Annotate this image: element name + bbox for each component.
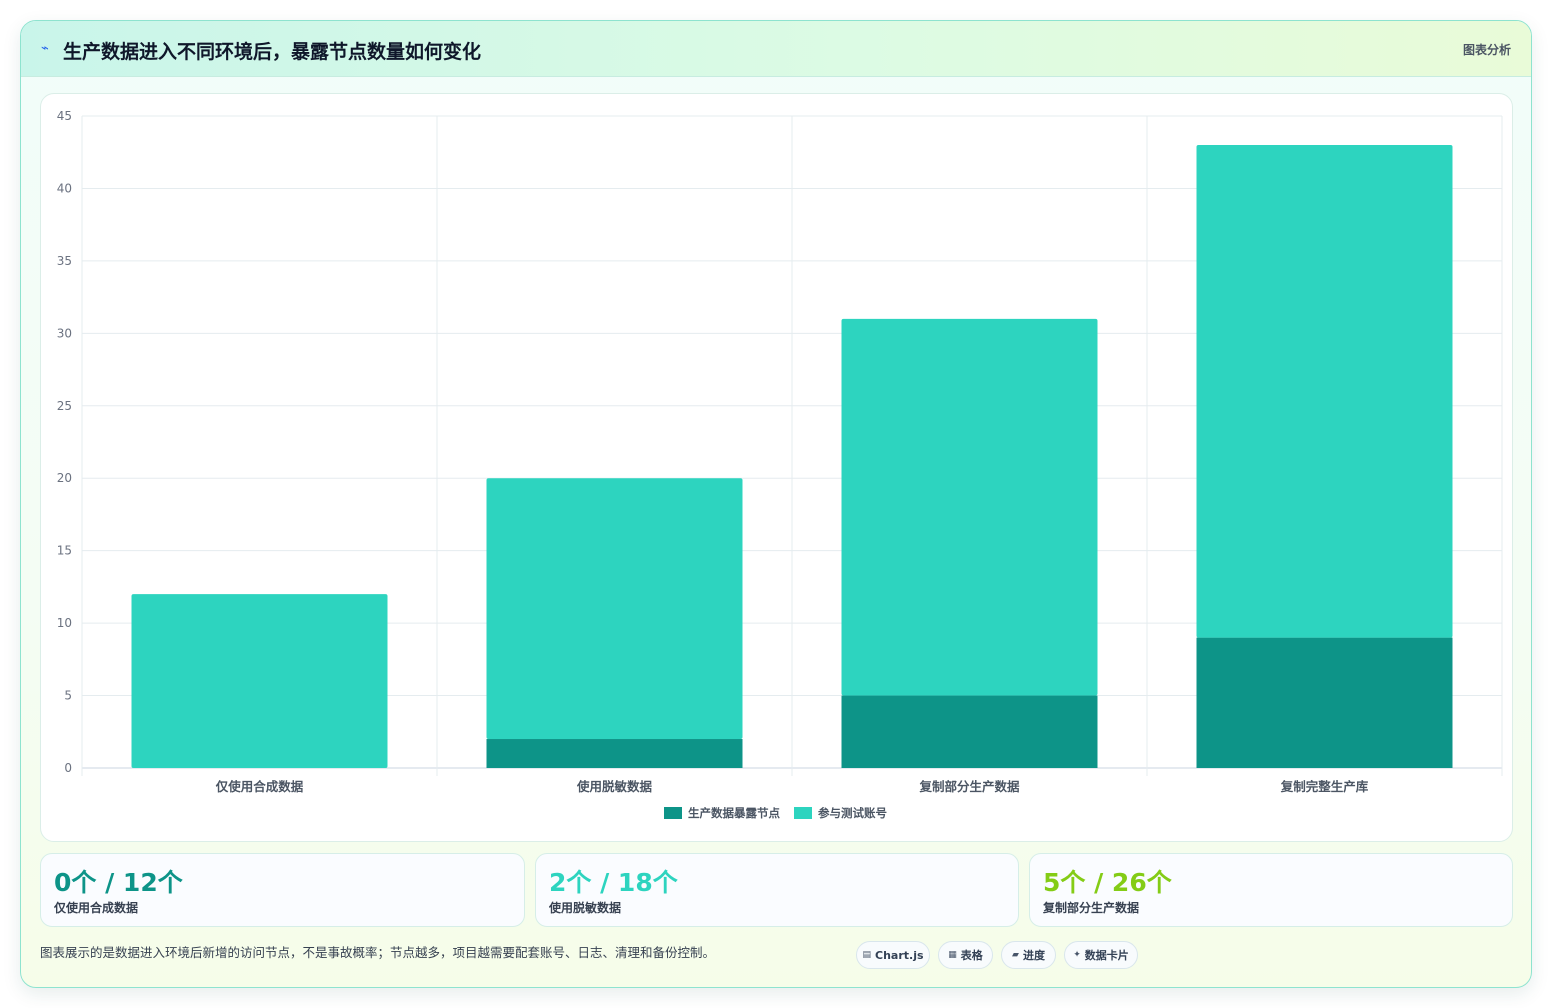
bar-exposed-nodes xyxy=(1196,637,1453,768)
y-tick-label: 30 xyxy=(57,326,72,340)
bar-exposed-nodes xyxy=(486,739,743,768)
stat-label: 使用脱敏数据 xyxy=(549,901,622,915)
stat-value: 5个 / 26个 xyxy=(1043,868,1172,897)
chart-panel: 0 5 10 15 20 25 30 35 40 45 仅使用合成数据 使用脱敏数据 复制部分生产数据 复… xyxy=(40,93,1513,842)
card-header: ⌁ 生产数据进入不同环境后，暴露节点数量如何变化 图表分析 xyxy=(21,21,1531,77)
bar-test-accounts xyxy=(1196,144,1453,638)
stat-label: 复制部分生产数据 xyxy=(1043,901,1140,915)
chart-card: ⌁ 生产数据进入不同环境后，暴露节点数量如何变化 图表分析 0 5 10 15 20 25… xyxy=(20,20,1532,988)
stat-value: 0个 / 12个 xyxy=(54,868,183,897)
y-tick-label: 5 xyxy=(64,689,72,703)
pill-label: 数据卡片 xyxy=(1084,949,1129,962)
x-tick-label: 复制完整生产库 xyxy=(1280,779,1369,794)
pill-label: Chart.js xyxy=(875,948,924,962)
stat-card-masked: 2个 / 18个 使用脱敏数据 xyxy=(535,853,1019,927)
y-tick-label: 35 xyxy=(57,254,72,268)
stat-label: 仅使用合成数据 xyxy=(54,901,139,915)
chart-icon: ⌁ xyxy=(41,41,49,56)
table-icon: ▦ xyxy=(948,950,957,960)
stat-card-partial-copy: 5个 / 26个 复制部分生产数据 xyxy=(1029,853,1513,927)
bar-test-accounts xyxy=(486,478,743,740)
x-tick-label: 复制部分生产数据 xyxy=(918,779,1020,794)
bar-exposed-nodes xyxy=(841,695,1098,768)
bar-test-accounts xyxy=(131,594,388,768)
pill-data-card[interactable]: ✦ 数据卡片 xyxy=(1064,941,1138,969)
y-tick-label: 10 xyxy=(57,616,72,630)
legend-swatch xyxy=(664,807,682,819)
y-tick-label: 20 xyxy=(57,471,72,485)
bar-test-accounts xyxy=(841,318,1098,696)
chart-analysis-tag: 图表分析 xyxy=(1462,43,1511,57)
pill-label: 进度 xyxy=(1022,949,1045,962)
y-tick-label: 25 xyxy=(57,399,72,413)
progress-icon: ▰ xyxy=(1012,950,1019,960)
pill-label: 表格 xyxy=(960,949,983,962)
y-tick-label: 40 xyxy=(57,181,72,195)
footnote: 图表展示的是数据进入环境后新增的访问节点，不是事故概率；节点越多，项目越需要配套… xyxy=(40,945,716,960)
legend-swatch xyxy=(794,807,812,819)
stacked-bar-chart: 0 5 10 15 20 25 30 35 40 45 仅使用合成数据 使用脱敏数据 复制部分生产数据 复… xyxy=(57,109,1503,820)
legend-label: 生产数据暴露节点 xyxy=(688,806,780,820)
x-tick-label: 使用脱敏数据 xyxy=(576,779,653,794)
y-tick-label: 0 xyxy=(64,761,72,775)
pill-table[interactable]: ▦ 表格 xyxy=(938,941,993,969)
y-tick-label: 45 xyxy=(57,109,72,123)
pill-progress[interactable]: ▰ 进度 xyxy=(1001,941,1056,969)
card-title: 生产数据进入不同环境后，暴露节点数量如何变化 xyxy=(63,41,482,63)
legend-label: 参与测试账号 xyxy=(817,806,887,820)
pill-chartjs[interactable]: ▤ Chart.js xyxy=(856,941,930,969)
stat-value: 2个 / 18个 xyxy=(549,868,678,897)
sparkle-icon: ✦ xyxy=(1073,950,1081,960)
y-tick-label: 15 xyxy=(57,544,72,558)
chart-icon: ▤ xyxy=(862,950,871,960)
x-tick-label: 仅使用合成数据 xyxy=(215,779,304,794)
stat-card-synthetic: 0个 / 12个 仅使用合成数据 xyxy=(40,853,525,927)
